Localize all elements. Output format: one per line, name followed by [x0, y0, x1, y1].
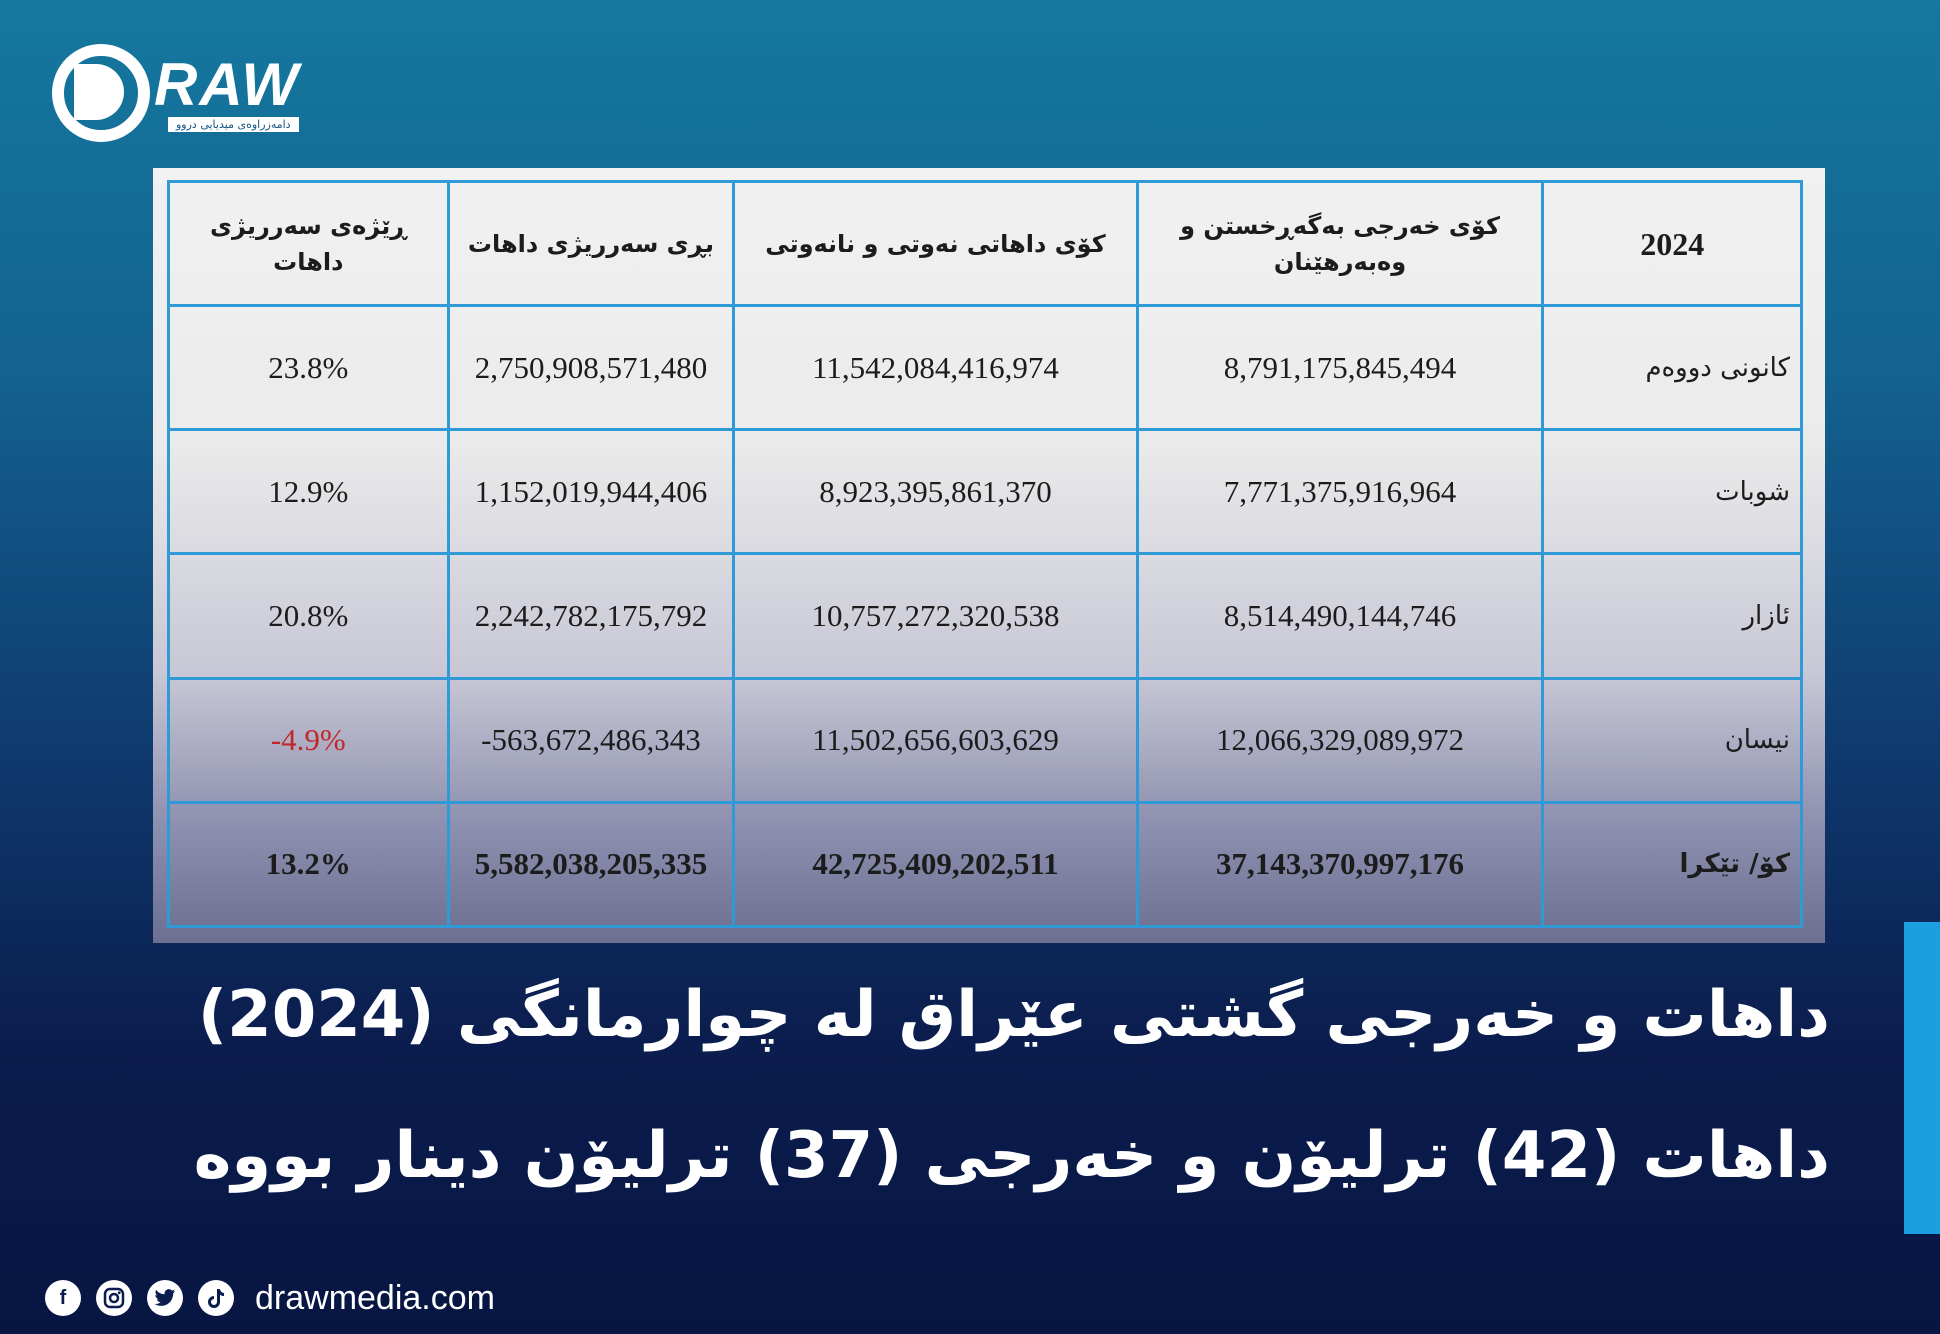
surplus-cell: 1,152,019,944,406	[446, 428, 736, 556]
revenue-cell: 10,757,272,320,538	[732, 552, 1139, 680]
expenditure-cell: 8,514,490,144,746	[1135, 552, 1545, 680]
table-header-row: ڕێژەی سەرریژی داهات بڕی سەرریژی داهات کۆ…	[167, 179, 1803, 308]
header-surplus-amount: بڕی سەرریژی داهات	[446, 179, 736, 308]
header-surplus-ratio: ڕێژەی سەرریژی داهات	[167, 179, 450, 308]
total-expenditure-cell: 37,143,370,997,176	[1135, 800, 1545, 929]
ratio-cell: 23.8%	[167, 304, 450, 432]
brand-logo: RAW دامەزراوەی میدیایی دروو	[50, 42, 350, 154]
footer: f drawmedia.com	[45, 1276, 495, 1320]
instagram-icon[interactable]	[96, 1280, 132, 1316]
surplus-cell: 2,242,782,175,792	[446, 552, 736, 680]
expenditure-cell: 8,791,175,845,494	[1135, 304, 1545, 432]
website-link[interactable]: drawmedia.com	[255, 1278, 495, 1317]
table-row: -4.9% -563,672,486,343 11,502,656,603,62…	[167, 676, 1803, 804]
twitter-icon[interactable]	[147, 1280, 183, 1316]
headline-line-1: داهات و خەرجی گشتی عێراق لە چوارمانگی (2…	[197, 978, 1830, 1052]
month-cell: شوبات	[1541, 428, 1803, 556]
revenue-cell: 11,502,656,603,629	[732, 676, 1139, 804]
revenue-cell: 11,542,084,416,974	[732, 304, 1139, 432]
surplus-cell: -563,672,486,343	[446, 676, 736, 804]
month-cell: کانونی دووەم	[1541, 304, 1803, 432]
table-row: 20.8% 2,242,782,175,792 10,757,272,320,5…	[167, 552, 1803, 680]
header-year: 2024	[1541, 179, 1803, 308]
expenditure-cell: 12,066,329,089,972	[1135, 676, 1545, 804]
total-ratio-cell: 13.2%	[167, 800, 450, 929]
table-row: 12.9% 1,152,019,944,406 8,923,395,861,37…	[167, 428, 1803, 556]
header-total-expenditure: کۆی خەرجی بەگەڕخستن و وەبەرهێنان	[1135, 179, 1545, 308]
ratio-cell: 20.8%	[167, 552, 450, 680]
ratio-cell-negative: -4.9%	[167, 676, 450, 804]
revenue-cell: 8,923,395,861,370	[732, 428, 1139, 556]
expenditure-cell: 7,771,375,916,964	[1135, 428, 1545, 556]
revenue-expenditure-table: ڕێژەی سەرریژی داهات بڕی سەرریژی داهات کۆ…	[167, 179, 1803, 929]
logo-wordmark: RAW	[154, 51, 300, 118]
header-total-revenue: کۆی داهاتی نەوتی و نانەوتی	[732, 179, 1139, 308]
total-revenue-cell: 42,725,409,202,511	[732, 800, 1139, 929]
tiktok-icon[interactable]	[198, 1280, 234, 1316]
month-cell: ئازار	[1541, 552, 1803, 680]
surplus-cell: 2,750,908,571,480	[446, 304, 736, 432]
month-cell: نیسان	[1541, 676, 1803, 804]
facebook-icon[interactable]: f	[45, 1280, 81, 1316]
headline-line-2: داهات (42) ترلیۆن و خەرجی (37) ترلیۆن دی…	[193, 1119, 1830, 1193]
accent-bar	[1904, 922, 1940, 1234]
total-surplus-cell: 5,582,038,205,335	[446, 800, 736, 929]
data-table-card: ڕێژەی سەرریژی داهات بڕی سەرریژی داهات کۆ…	[153, 168, 1825, 943]
ratio-cell: 12.9%	[167, 428, 450, 556]
table-row: 23.8% 2,750,908,571,480 11,542,084,416,9…	[167, 304, 1803, 432]
logo-d-shape-icon	[74, 64, 124, 120]
logo-tagline: دامەزراوەی میدیایی دروو	[168, 117, 299, 132]
total-label-cell: کۆ/ تێکرا	[1541, 800, 1803, 929]
table-total-row: 13.2% 5,582,038,205,335 42,725,409,202,5…	[167, 800, 1803, 929]
